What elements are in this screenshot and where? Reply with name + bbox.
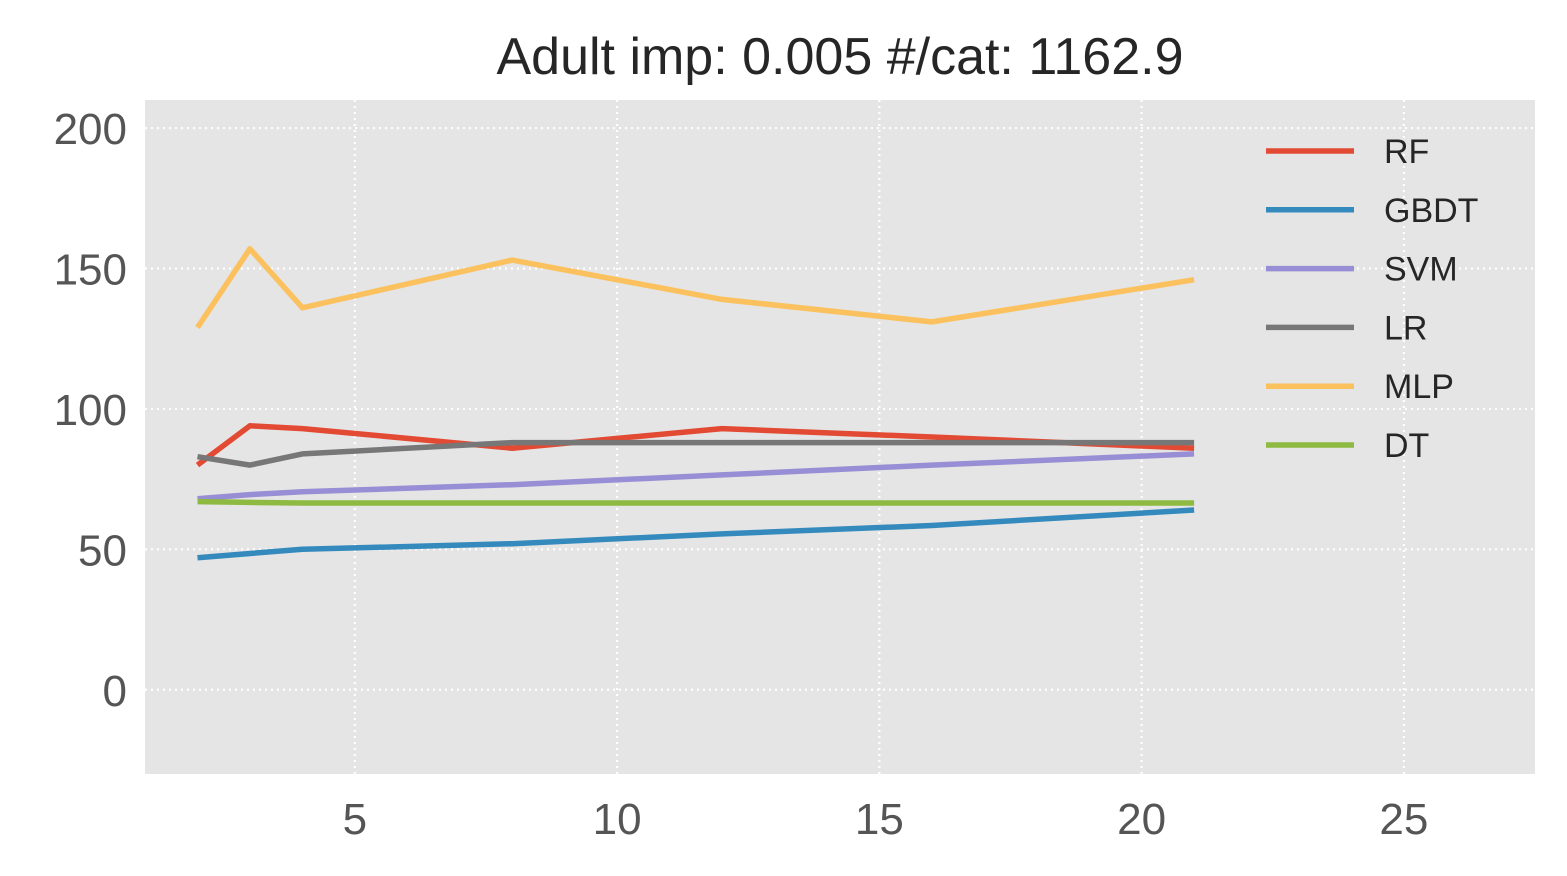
series-line-rf (195, 423, 1195, 468)
y-tick-label: 50 (78, 526, 127, 575)
legend-item-gbdt: GBDT (1266, 192, 1478, 230)
series-line-svm (197, 451, 1195, 502)
legend-item-rf: RF (1266, 133, 1429, 171)
y-axis: 0 50 100 150 200 (54, 105, 127, 716)
legend-item-dt: DT (1266, 427, 1429, 465)
y-tick-label: 150 (54, 246, 127, 295)
legend-label: DT (1384, 427, 1429, 465)
x-axis: 5 10 15 20 25 (343, 795, 1429, 844)
legend-item-svm: SVM (1266, 251, 1458, 289)
x-tick-label: 20 (1117, 795, 1166, 844)
x-tick-label: 10 (593, 795, 642, 844)
chart-title: Adult imp: 0.005 #/cat: 1162.9 (496, 28, 1183, 86)
series-line-mlp (195, 246, 1195, 330)
legend-label: RF (1384, 133, 1429, 171)
legend-item-mlp: MLP (1266, 368, 1454, 406)
legend-label: GBDT (1384, 192, 1478, 230)
legend-label: SVM (1384, 251, 1458, 289)
plot-area (145, 100, 1535, 774)
legend-label: MLP (1384, 368, 1454, 406)
series-line-dt (197, 498, 1195, 506)
legend-label: LR (1384, 309, 1427, 347)
series-line-lr (197, 439, 1195, 468)
legend-item-lr: LR (1266, 309, 1427, 347)
y-tick-label: 200 (54, 105, 127, 154)
x-tick-label: 15 (855, 795, 904, 844)
series-lines (195, 246, 1195, 561)
x-tick-label: 5 (343, 795, 367, 844)
y-tick-label: 0 (103, 667, 127, 716)
legend: RF GBDT SVM LR MLP DT (1266, 133, 1478, 465)
y-tick-label: 100 (54, 386, 127, 435)
series-line-gbdt (197, 507, 1195, 561)
x-tick-label: 25 (1379, 795, 1428, 844)
